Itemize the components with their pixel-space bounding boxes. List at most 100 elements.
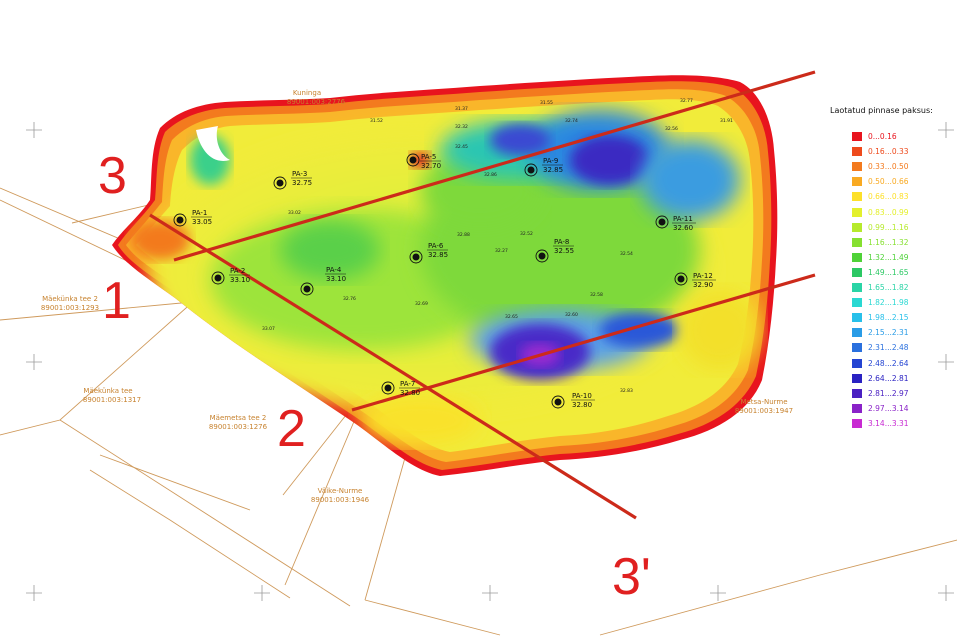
legend-label: 2.97...3.14 (868, 403, 909, 413)
svg-text:32.90: 32.90 (693, 281, 713, 289)
legend-swatch (852, 222, 862, 232)
spot-height: 31.91 (720, 118, 733, 124)
spot-height: 32.54 (620, 251, 633, 257)
svg-text:PA-2: PA-2 (230, 267, 245, 275)
parcel-name: Kuninga (293, 89, 321, 97)
spot-height: 31.37 (455, 106, 468, 112)
svg-text:33.10: 33.10 (230, 276, 250, 284)
legend-item: 2.31...2.48 (852, 342, 909, 353)
legend-swatch (852, 388, 862, 398)
legend-item: 2.48...2.64 (852, 358, 909, 369)
parcel-code: 89001:003:1946 (311, 496, 370, 504)
legend-label: 2.31...2.48 (868, 343, 909, 353)
legend-label: 0.99...1.16 (868, 222, 909, 232)
legend-swatch (852, 177, 862, 187)
legend-item: 2.97...3.14 (852, 403, 909, 414)
legend-label: 0.16...0.33 (868, 147, 909, 157)
legend-label: 1.16...1.32 (868, 237, 909, 247)
spot-height: 33.07 (262, 326, 275, 332)
legend-item: 0.33...0.50 (852, 161, 909, 172)
legend-swatch (852, 207, 862, 217)
svg-text:32.80: 32.80 (400, 389, 420, 397)
spot-height: 32.86 (484, 172, 497, 178)
legend-label: 2.48...2.64 (868, 358, 909, 368)
svg-text:PA-3: PA-3 (292, 170, 307, 178)
svg-text:32.80: 32.80 (572, 401, 592, 409)
legend-swatch (852, 298, 862, 308)
parcel-code: 89001:003:1276 (209, 423, 268, 431)
svg-text:PA-9: PA-9 (543, 157, 558, 165)
spot-height: 32.58 (590, 292, 603, 298)
svg-text:32.85: 32.85 (543, 166, 563, 174)
legend-item: 0.50...0.66 (852, 176, 909, 187)
section-label-1: 1 (102, 272, 131, 330)
legend-label: 0.83...0.99 (868, 207, 909, 217)
legend-swatch (852, 403, 862, 413)
svg-text:PA-5: PA-5 (421, 153, 436, 161)
legend-label: 0.33...0.50 (868, 162, 909, 172)
legend-swatch (852, 313, 862, 323)
spot-height: 32.60 (565, 312, 578, 318)
legend-swatch (852, 418, 862, 428)
section-label-2: 2 (277, 400, 306, 458)
borehole-pa-6: PA-632.85 (409, 242, 448, 264)
section-label-3prime: 3' (612, 548, 651, 606)
svg-text:PA-12: PA-12 (693, 272, 713, 280)
legend-swatch (852, 283, 862, 292)
borehole-pa-5: PA-532.70 (406, 153, 441, 170)
parcel-code: 89001:003:1293 (41, 304, 99, 312)
spot-height: 33.02 (288, 210, 301, 216)
section-lines (149, 70, 816, 520)
legend-item: 1.65...1.82 (852, 282, 909, 293)
legend-swatch (852, 237, 862, 247)
legend-label: 2.81...2.97 (868, 388, 909, 398)
borehole-pa-9: PA-932.85 (524, 157, 563, 177)
legend-swatch (852, 343, 862, 353)
parcel-name: Mäekünka tee (83, 387, 132, 395)
legend-swatch (852, 358, 862, 368)
section-labels: 3 1 2 3' (98, 147, 651, 606)
parcel-code: 89001:003:1317 (83, 396, 141, 404)
svg-text:PA-6: PA-6 (428, 242, 444, 250)
legend-swatch (852, 252, 862, 262)
legend-title: Laotatud pinnase paksus: (830, 106, 933, 115)
legend-label: 2.64...2.81 (868, 373, 909, 383)
spot-height: 32.83 (620, 388, 633, 394)
borehole-pa-4: PA-433.10 (300, 266, 346, 296)
legend-item: 2.64...2.81 (852, 373, 909, 384)
svg-text:32.60: 32.60 (673, 224, 693, 232)
legend-item: 0.16...0.33 (852, 146, 909, 157)
spot-height: 32.77 (680, 98, 693, 104)
thickness-surface (112, 75, 778, 476)
borehole-pa-7: PA-732.80 (381, 380, 420, 397)
svg-text:PA-10: PA-10 (572, 392, 592, 400)
legend-swatch (852, 373, 862, 383)
borehole-pa-1: PA-133.05 (173, 209, 212, 227)
spot-height: 32.52 (520, 231, 533, 237)
parcel-name: Metsa-Nurme (740, 398, 787, 406)
legend-label: 0...0.16 (868, 132, 897, 141)
legend-item: 3.14...3.31 (852, 418, 909, 429)
spot-height: 32.32 (455, 124, 468, 130)
legend-swatch (852, 267, 862, 277)
spot-height: 32.27 (495, 248, 508, 254)
spot-heights: 31.52 31.37 32.32 32.45 31.55 32.74 32.7… (262, 98, 733, 394)
spot-height: 32.45 (455, 144, 468, 150)
legend-item: 1.49...1.65 (852, 267, 909, 278)
svg-text:PA-8: PA-8 (554, 238, 569, 246)
grid-crosses (26, 122, 954, 601)
legend-item: 0.83...0.99 (852, 207, 909, 218)
parcel-name: Mäekünka tee 2 (42, 295, 98, 303)
svg-text:PA-4: PA-4 (326, 266, 342, 274)
svg-text:32.55: 32.55 (554, 247, 574, 255)
svg-text:PA-7: PA-7 (400, 380, 415, 388)
legend-item: 0.99...1.16 (852, 222, 909, 233)
spot-height: 32.69 (415, 301, 428, 307)
legend-label: 0.66...0.83 (868, 192, 909, 202)
legend-label: 1.82...1.98 (868, 298, 909, 308)
svg-text:32.70: 32.70 (421, 162, 441, 170)
svg-text:32.85: 32.85 (428, 251, 448, 259)
